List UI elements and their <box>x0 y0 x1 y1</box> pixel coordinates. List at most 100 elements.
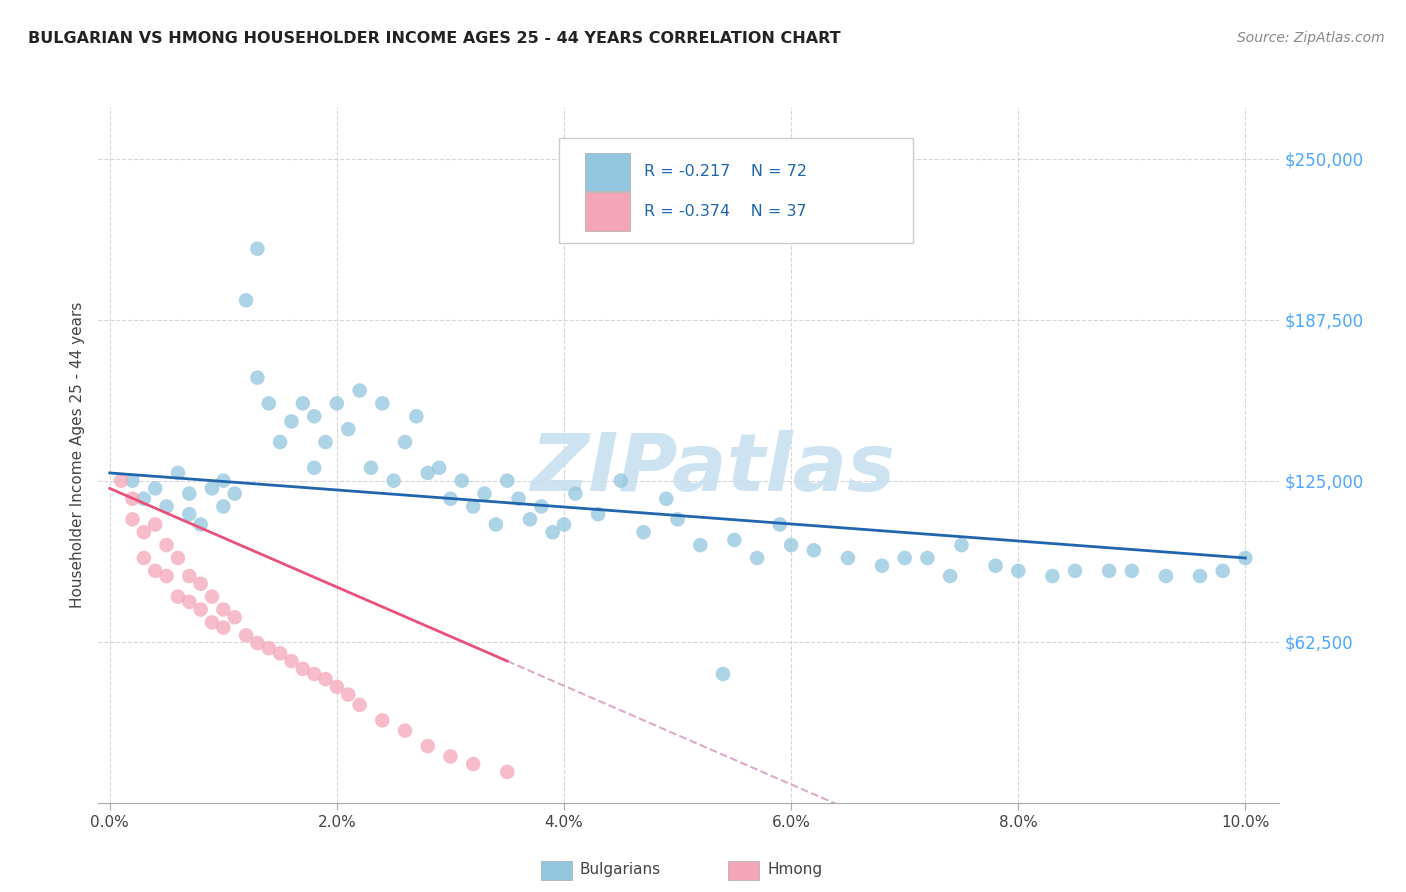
Point <box>1064 564 1087 578</box>
Point <box>167 590 190 604</box>
Point <box>463 757 485 772</box>
Point <box>326 396 349 410</box>
Point <box>143 482 166 496</box>
Point <box>893 551 915 566</box>
FancyBboxPatch shape <box>585 193 630 230</box>
Point <box>246 242 269 256</box>
Point <box>745 551 768 566</box>
Point <box>167 466 190 480</box>
Point <box>291 662 314 676</box>
Text: R = -0.374    N = 37: R = -0.374 N = 37 <box>644 204 807 219</box>
Point <box>723 533 745 547</box>
Point <box>633 525 655 540</box>
Point <box>269 435 291 450</box>
Y-axis label: Householder Income Ages 25 - 44 years: Householder Income Ages 25 - 44 years <box>69 301 84 608</box>
Point <box>553 517 575 532</box>
Point <box>541 525 564 540</box>
Point <box>450 474 472 488</box>
Point <box>110 474 132 488</box>
Point <box>224 486 246 500</box>
Point <box>984 558 1007 573</box>
Point <box>485 517 508 532</box>
Point <box>121 512 143 526</box>
Point <box>837 551 859 566</box>
Point <box>1040 569 1063 583</box>
Point <box>780 538 803 552</box>
Point <box>1212 564 1234 578</box>
Point <box>155 569 177 583</box>
Point <box>302 409 325 424</box>
Point <box>190 602 212 616</box>
Point <box>257 641 280 656</box>
Point <box>132 525 155 540</box>
Point <box>496 764 519 779</box>
Point <box>655 491 678 506</box>
Point <box>349 698 371 712</box>
Point <box>769 517 792 532</box>
Point <box>803 543 825 558</box>
Point <box>143 517 166 532</box>
Point <box>564 486 586 500</box>
Point <box>302 460 325 475</box>
Point <box>337 422 360 436</box>
Point <box>121 474 143 488</box>
Point <box>439 491 461 506</box>
Point <box>1098 564 1121 578</box>
Point <box>586 507 609 521</box>
Point <box>179 486 201 500</box>
Point <box>371 396 394 410</box>
Text: Source: ZipAtlas.com: Source: ZipAtlas.com <box>1237 31 1385 45</box>
Point <box>349 384 371 398</box>
Point <box>167 551 190 566</box>
Point <box>235 293 257 308</box>
Point <box>416 466 439 480</box>
Point <box>280 654 302 668</box>
Point <box>530 500 553 514</box>
Point <box>689 538 711 552</box>
Point <box>212 621 235 635</box>
Point <box>190 517 212 532</box>
Point <box>201 615 224 630</box>
Point <box>610 474 633 488</box>
Point <box>155 500 177 514</box>
FancyBboxPatch shape <box>560 138 914 243</box>
Point <box>132 491 155 506</box>
Text: R = -0.217    N = 72: R = -0.217 N = 72 <box>644 164 807 179</box>
Point <box>394 435 416 450</box>
Point <box>474 486 496 500</box>
Text: ZIPatlas: ZIPatlas <box>530 430 896 508</box>
Point <box>360 460 382 475</box>
Point <box>257 396 280 410</box>
Point <box>870 558 893 573</box>
Point <box>463 500 485 514</box>
Point <box>519 512 541 526</box>
Point <box>302 667 325 681</box>
Point <box>269 646 291 660</box>
Point <box>711 667 734 681</box>
Point <box>224 610 246 624</box>
Point <box>132 551 155 566</box>
Point <box>439 749 461 764</box>
Point <box>246 636 269 650</box>
Point <box>508 491 530 506</box>
Point <box>179 595 201 609</box>
Point <box>280 414 302 428</box>
Point <box>212 602 235 616</box>
Point <box>315 672 337 686</box>
Point <box>155 538 177 552</box>
Point <box>1154 569 1177 583</box>
Point <box>315 435 337 450</box>
Point <box>246 370 269 384</box>
Text: BULGARIAN VS HMONG HOUSEHOLDER INCOME AGES 25 - 44 YEARS CORRELATION CHART: BULGARIAN VS HMONG HOUSEHOLDER INCOME AG… <box>28 31 841 46</box>
Point <box>212 474 235 488</box>
Point <box>382 474 405 488</box>
FancyBboxPatch shape <box>585 153 630 191</box>
Point <box>950 538 973 552</box>
Point <box>121 491 143 506</box>
Point <box>917 551 939 566</box>
Point <box>416 739 439 753</box>
Text: Hmong: Hmong <box>768 863 823 877</box>
Point <box>1188 569 1211 583</box>
Point <box>190 576 212 591</box>
Point <box>201 590 224 604</box>
